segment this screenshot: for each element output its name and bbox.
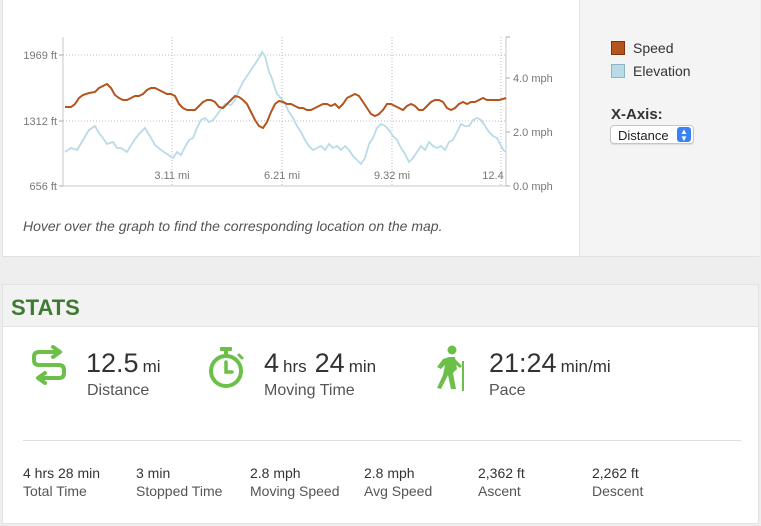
x-tick-label: 3.11 mi <box>154 170 189 182</box>
pace-value: 21:24 min/mi <box>489 348 619 379</box>
total-time-stat: 4 hrs 28 min Total Time <box>23 465 100 499</box>
stats-title: STATS <box>3 285 758 327</box>
legend-label: Elevation <box>633 62 691 79</box>
stats-divider <box>23 440 741 441</box>
distance-stat: 12.5 mi Distance <box>31 345 211 405</box>
pace-stat: 21:24 min/mi Pace <box>435 345 655 405</box>
xaxis-select[interactable]: Distance ▲ ▼ <box>610 125 694 144</box>
x-tick-label: 12.4 <box>482 170 503 182</box>
x-tick-label: 9.32 mi <box>374 170 410 182</box>
select-arrows-icon: ▲ ▼ <box>677 127 691 143</box>
distance-unit: mi <box>142 357 161 376</box>
minutes-number: 24 <box>314 348 345 378</box>
ascent-stat: 2,362 ft Ascent <box>478 465 525 499</box>
elevation-swatch <box>611 63 625 78</box>
avg-speed-stat: 2.8 mph Avg Speed <box>364 465 432 499</box>
avg-speed-value: 2.8 mph <box>364 465 415 481</box>
elevation-graph-panel: 1969 ft 1312 ft 656 ft 4.0 mph 2.0 mph 0… <box>2 0 760 257</box>
stopped-time-value: 3 min <box>136 465 171 481</box>
total-time-value: 4 hrs 28 min <box>23 465 101 481</box>
xaxis-select-value: Distance <box>618 128 669 143</box>
hours-unit: hrs <box>283 357 307 376</box>
moving-time-stat: 4 hrs 24 min Moving Time <box>206 345 416 405</box>
elevation-speed-chart[interactable]: 1969 ft 1312 ft 656 ft 4.0 mph 2.0 mph 0… <box>3 0 579 210</box>
hiker-icon <box>437 345 464 391</box>
pace-unit: min/mi <box>560 357 611 376</box>
distance-label: Distance <box>87 382 150 399</box>
x-tick-label: 6.21 mi <box>264 170 300 182</box>
chart-legend: Speed Elevation <box>611 36 691 82</box>
moving-speed-stat: 2.8 mph Moving Speed <box>250 465 340 499</box>
ascent-value: 2,362 ft <box>478 465 525 481</box>
stopped-time-label: Stopped Time <box>136 483 223 499</box>
right-axis-label: 0.0 mph <box>513 181 553 193</box>
stats-panel: STATS 12.5 mi Distance 4 hrs 24 min Moving T… <box>2 284 759 524</box>
total-time-label: Total Time <box>23 483 87 499</box>
speed-line <box>65 82 507 130</box>
moving-time-value: 4 hrs 24 min <box>264 348 384 379</box>
ascent-label: Ascent <box>478 483 521 499</box>
legend-label: Speed <box>633 39 674 56</box>
legend-item-speed[interactable]: Speed <box>611 36 691 59</box>
elevation-line <box>64 50 506 166</box>
route-icon <box>32 345 66 385</box>
descent-stat: 2,262 ft Descent <box>592 465 643 499</box>
right-axis-label: 2.0 mph <box>513 127 553 139</box>
minutes-unit: min <box>348 357 377 376</box>
distance-value: 12.5 mi <box>86 348 169 379</box>
pace-number: 21:24 <box>489 348 557 378</box>
hours-number: 4 <box>264 348 280 378</box>
xaxis-label: X-Axis: <box>611 106 663 123</box>
speed-swatch <box>611 40 625 55</box>
left-axis-label: 1969 ft <box>23 50 57 62</box>
descent-label: Descent <box>592 483 644 499</box>
descent-value: 2,262 ft <box>592 465 639 481</box>
right-axis-label: 4.0 mph <box>513 73 553 85</box>
stopped-time-stat: 3 min Stopped Time <box>136 465 222 499</box>
pace-label: Pace <box>489 382 526 399</box>
left-axis-label: 656 ft <box>29 181 57 193</box>
left-axis-label: 1312 ft <box>23 116 57 128</box>
legend-item-elevation[interactable]: Elevation <box>611 59 691 82</box>
moving-time-label: Moving Time <box>264 382 355 399</box>
distance-number: 12.5 <box>86 348 139 378</box>
moving-speed-value: 2.8 mph <box>250 465 301 481</box>
stopwatch-icon <box>209 347 244 388</box>
moving-speed-label: Moving Speed <box>250 483 340 499</box>
avg-speed-label: Avg Speed <box>364 483 433 499</box>
hover-instruction: Hover over the graph to find the corresp… <box>23 218 443 234</box>
